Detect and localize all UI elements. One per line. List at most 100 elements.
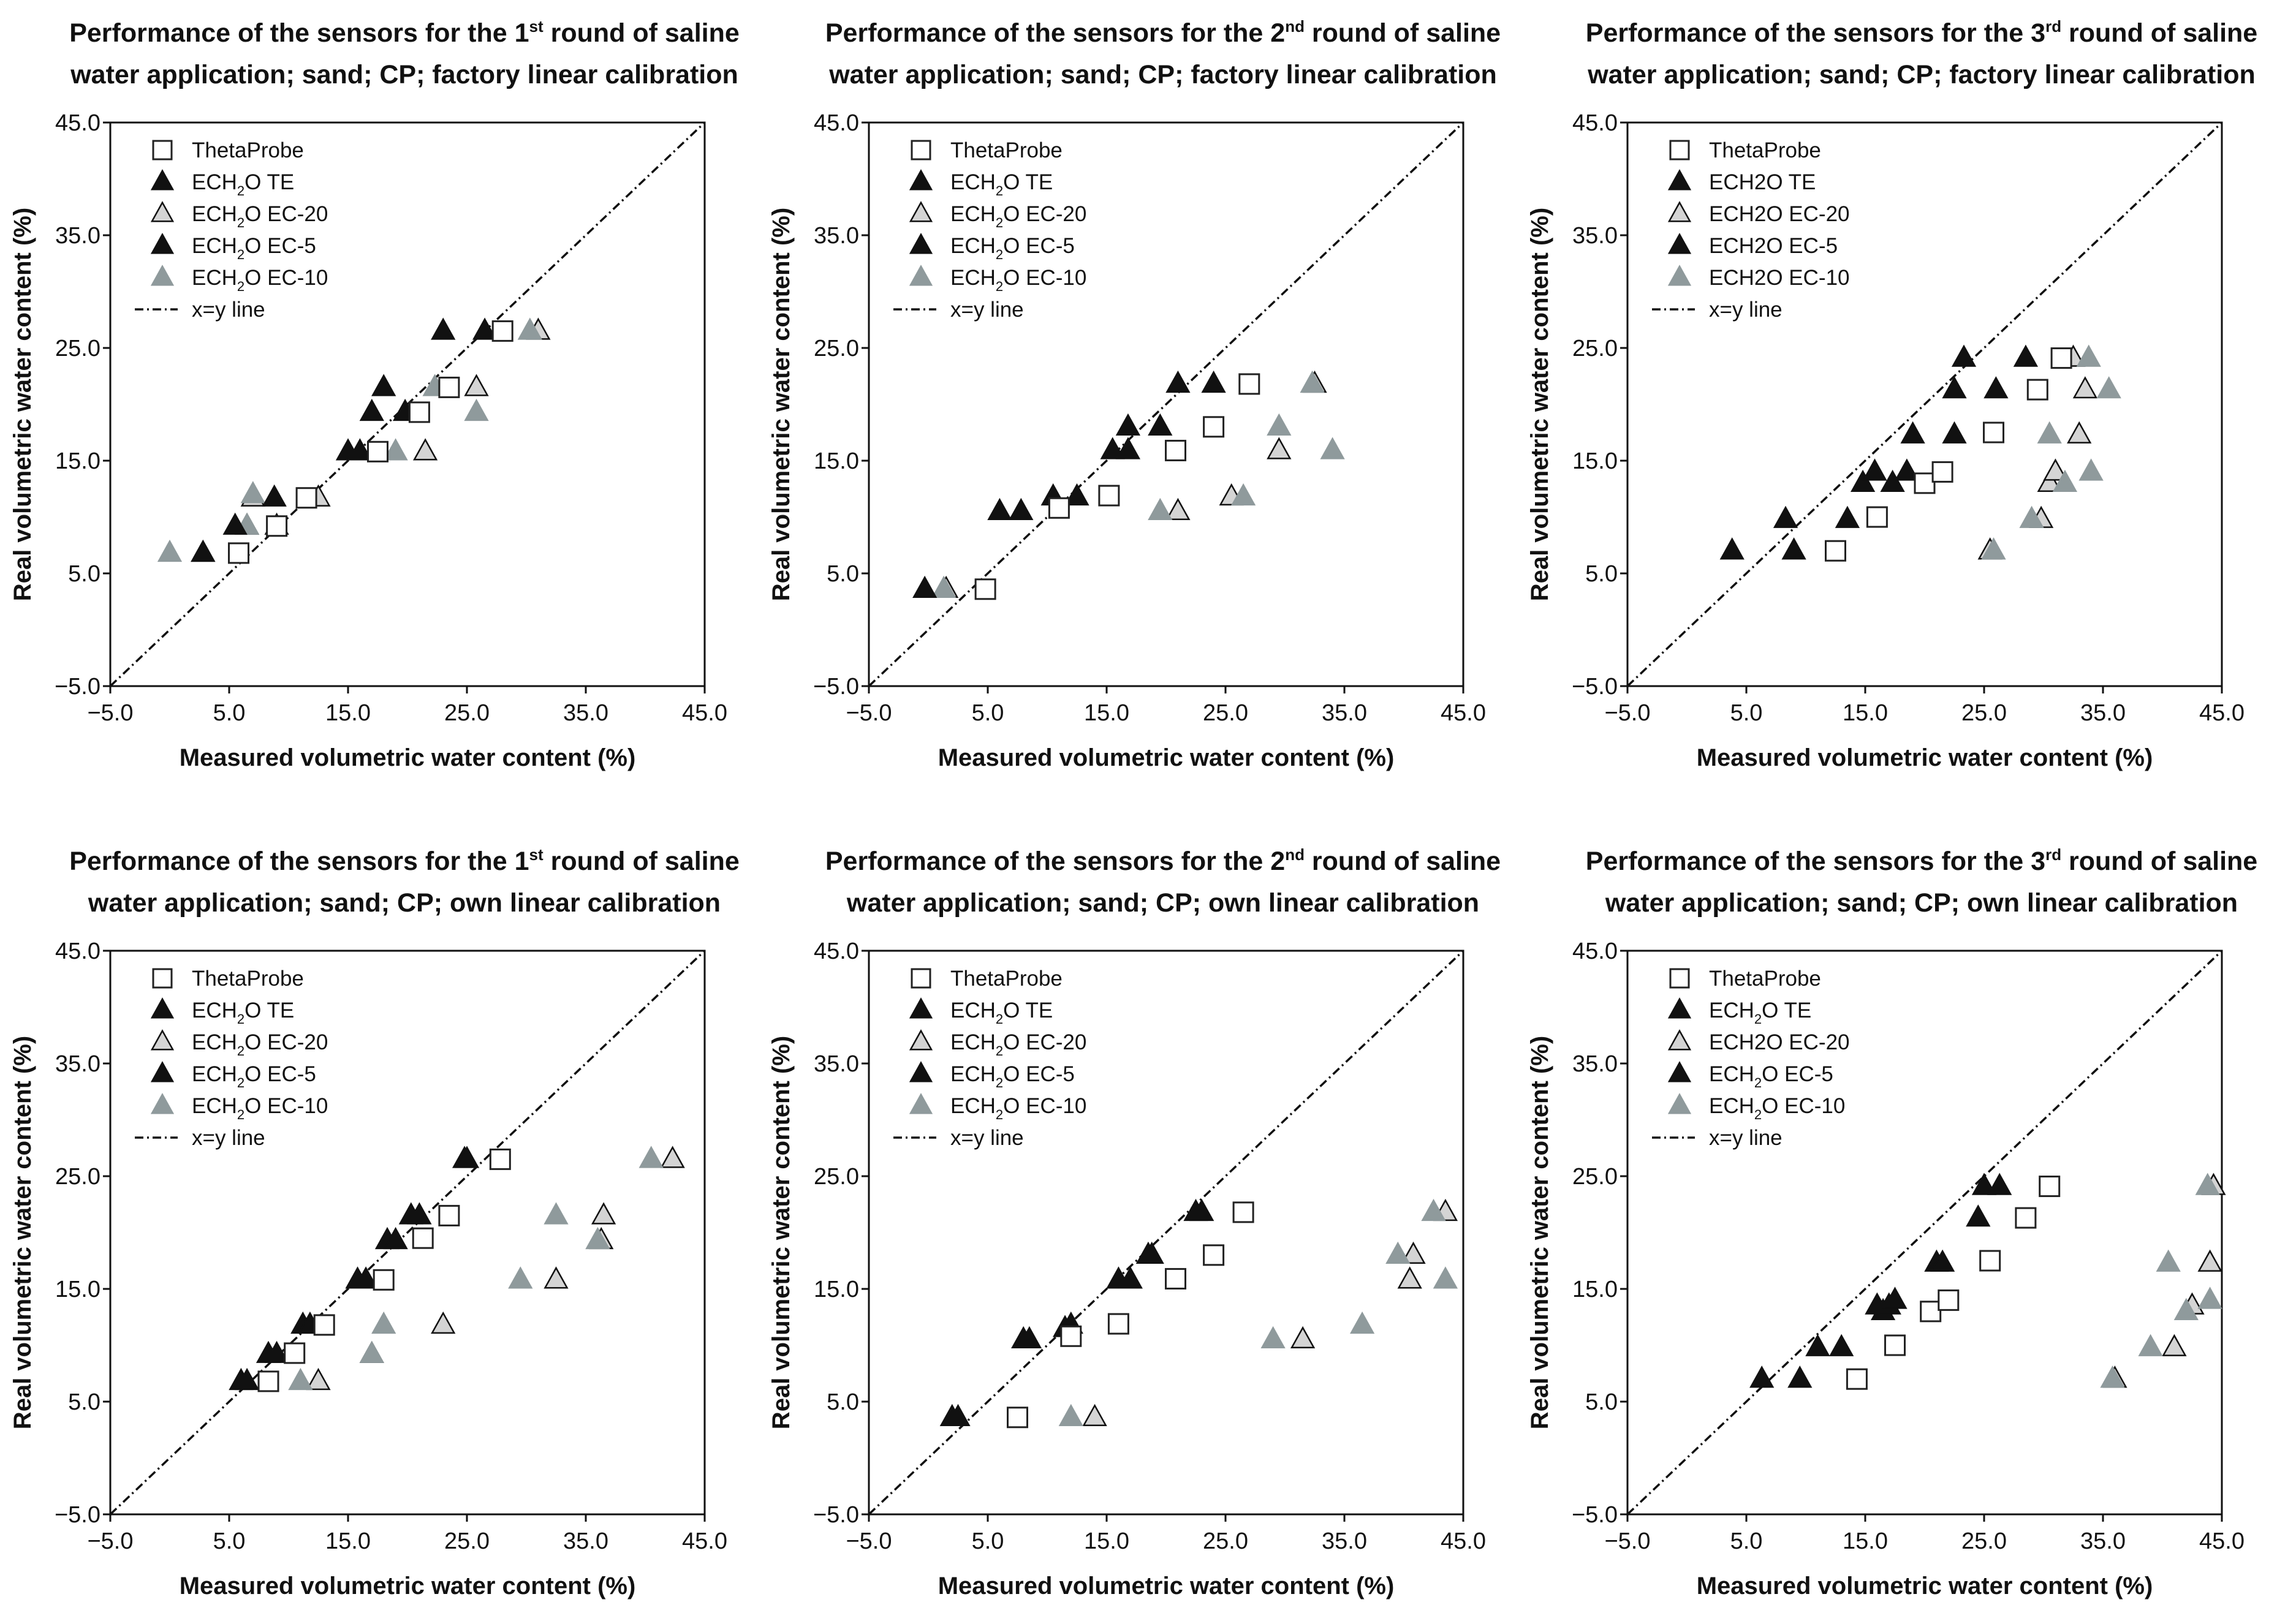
- legend-label-ec10: ECH2O EC-10: [192, 266, 328, 294]
- x-tick-label: 5.0: [972, 1528, 1004, 1554]
- chart-title-line-2: water application; sand; CP; own linear …: [1605, 888, 2238, 918]
- data-point-ec20: [544, 1266, 569, 1289]
- data-point-ec5: [222, 512, 248, 535]
- x-tick-label: 35.0: [1322, 700, 1367, 726]
- data-point-thetaprobe: [1048, 497, 1070, 519]
- data-point-ec20: [1397, 1266, 1422, 1289]
- data-point-thetaprobe: [1846, 1368, 1868, 1390]
- data-point-ec10: [1260, 1326, 1286, 1349]
- data-point-thetaprobe: [373, 1269, 395, 1291]
- data-point-ec10: [2195, 1173, 2220, 1195]
- y-tick-label: −5.0: [1572, 674, 1618, 700]
- legend-swatch-ec10: [1667, 1093, 1692, 1114]
- series-te: [262, 317, 498, 507]
- x-tick-label: 45.0: [682, 700, 727, 726]
- y-tick-label: 5.0: [827, 561, 859, 587]
- data-point-te: [1009, 497, 1034, 521]
- identity-line: [1626, 950, 2223, 1516]
- data-point-thetaprobe: [491, 320, 513, 342]
- data-point-ec5: [359, 398, 384, 421]
- x-tick-label: 15.0: [325, 700, 371, 726]
- data-point-ec5: [1966, 1204, 1991, 1227]
- data-point-ec20: [2162, 1334, 2187, 1356]
- data-point-ec10: [1433, 1266, 1458, 1289]
- series-ec20: [1082, 1198, 1458, 1426]
- legend-swatch-thetaprobe: [911, 968, 931, 989]
- chart-panel-own-round-3: Performance of the sensors for the 3rd r…: [1526, 845, 2257, 1599]
- data-point-te: [1118, 1266, 1143, 1289]
- data-point-thetaprobe: [1920, 1301, 1942, 1323]
- data-point-thetaprobe: [1931, 461, 1953, 483]
- data-point-ec10: [2078, 458, 2104, 481]
- legend-label-thetaprobe: ThetaProbe: [950, 967, 1063, 991]
- chart-panel-factory-round-2: Performance of the sensors for the 2nd r…: [768, 17, 1501, 771]
- data-point-thetaprobe: [1165, 1267, 1187, 1290]
- legend-swatch-ec10: [909, 1093, 933, 1114]
- data-point-thetaprobe: [1165, 439, 1187, 461]
- data-point-ec10: [1148, 497, 1173, 521]
- data-point-thetaprobe: [2050, 347, 2072, 369]
- series-te: [234, 1146, 480, 1391]
- data-point-ec10: [1320, 437, 1345, 459]
- y-tick-label: 35.0: [55, 223, 100, 249]
- plot-frame: [109, 121, 706, 687]
- data-point-ec20: [1290, 1326, 1316, 1349]
- data-point-ec20: [1267, 437, 1292, 459]
- legend-label-ec5: ECH2O EC-5: [192, 1062, 316, 1090]
- x-tick-label: 25.0: [444, 1528, 490, 1554]
- y-tick-label: 25.0: [55, 336, 100, 361]
- data-point-ec20: [431, 1311, 456, 1334]
- x-axis-label: Measured volumetric water content (%): [938, 1573, 1395, 1599]
- data-point-te: [472, 317, 498, 340]
- y-tick-label: −5.0: [55, 1502, 100, 1528]
- x-tick-label: 25.0: [444, 700, 490, 726]
- x-tick-label: 25.0: [1961, 700, 2007, 726]
- y-axis-label: Real volumetric water content (%): [1526, 208, 1553, 601]
- x-tick-label: −5.0: [87, 1528, 133, 1554]
- y-tick-label: 5.0: [1585, 561, 1618, 587]
- identity-line: [868, 950, 1464, 1516]
- data-point-te: [1017, 1326, 1042, 1349]
- legend-label-thetaprobe: ThetaProbe: [1709, 138, 1821, 162]
- data-point-ec20: [2037, 469, 2062, 493]
- plot-frame: [1626, 950, 2223, 1516]
- data-point-ec10: [544, 1202, 569, 1225]
- legend-label-ec5: ECH2O EC-5: [950, 234, 1075, 262]
- plot-frame: [109, 950, 706, 1516]
- data-point-ec10: [517, 317, 542, 340]
- data-point-te: [945, 1403, 971, 1426]
- chart-title-line-2: water application; sand; CP; factory lin…: [70, 60, 738, 89]
- data-point-ec10: [2019, 505, 2044, 528]
- y-tick-label: 35.0: [55, 1051, 100, 1077]
- y-tick-label: 25.0: [1572, 336, 1618, 361]
- series-ec5: [912, 370, 1191, 598]
- identity-line: [868, 121, 1464, 687]
- legend-label-ec10: ECH2O EC-10: [1709, 266, 1850, 290]
- legend-label-te: ECH2O TE: [192, 999, 294, 1027]
- legend-swatch-ec5: [150, 233, 175, 254]
- chart-title-line-2: water application; sand; CP; factory lin…: [828, 60, 1497, 89]
- data-point-ec20: [464, 374, 489, 396]
- x-tick-label: −5.0: [1604, 1528, 1650, 1554]
- data-point-te: [2013, 344, 2039, 367]
- data-point-thetaprobe: [257, 1370, 279, 1392]
- data-point-ec5: [191, 539, 216, 562]
- x-axis-label: Measured volumetric water content (%): [180, 744, 636, 771]
- series-ec10: [1058, 1198, 1458, 1426]
- legend-swatch-ec5: [909, 1061, 933, 1082]
- data-point-ec10: [157, 539, 183, 562]
- legend-swatch-thetaprobe: [1669, 968, 1690, 989]
- x-tick-label: 25.0: [1203, 700, 1248, 726]
- x-tick-label: 5.0: [1730, 700, 1763, 726]
- data-point-ec20: [2197, 1249, 2222, 1272]
- series-thetaprobe: [974, 373, 1260, 600]
- data-point-thetaprobe: [1983, 421, 2005, 444]
- identity-line: [1626, 121, 2223, 687]
- y-tick-label: 5.0: [827, 1389, 859, 1415]
- x-tick-label: 45.0: [682, 1528, 727, 1554]
- y-tick-label: 45.0: [1572, 110, 1618, 136]
- y-axis-label: Real volumetric water content (%): [1526, 1036, 1553, 1429]
- legend-label-te: ECH2O TE: [1709, 170, 1816, 194]
- data-point-thetaprobe: [1007, 1407, 1028, 1429]
- data-point-thetaprobe: [1825, 540, 1846, 562]
